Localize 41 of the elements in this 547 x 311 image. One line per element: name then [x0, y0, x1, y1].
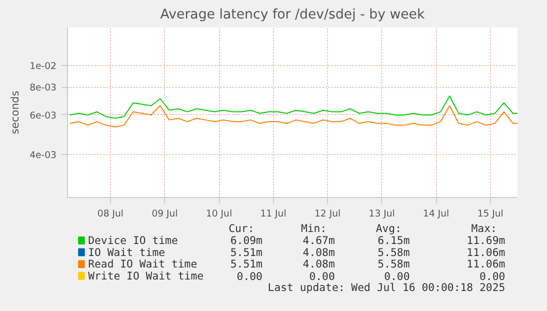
- text: 6.15m: [378, 234, 410, 247]
- text: 5.58m: [378, 246, 410, 259]
- y-axis-title: seconds: [8, 90, 22, 134]
- text: Cur:: [228, 222, 254, 235]
- text: 4.08m: [302, 246, 335, 259]
- x-tick-label: 11 Jul: [260, 208, 286, 220]
- y-tick-label: 6e-03: [30, 110, 57, 122]
- text: Avg:: [376, 222, 402, 235]
- text: 5.51m: [230, 246, 262, 259]
- text: 5.58m: [378, 258, 410, 271]
- text: 0.00: [309, 270, 335, 283]
- x-tick-label: 15 Jul: [477, 208, 504, 220]
- legend-label: IO Wait time: [88, 246, 166, 259]
- text: 0.00: [384, 270, 410, 283]
- x-tick-label: 10 Jul: [206, 208, 232, 220]
- text: 11.69m: [466, 234, 506, 247]
- text: 6.09m: [230, 234, 262, 247]
- text: Last update: Wed Jul 16 00:00:18 2025: [268, 281, 506, 294]
- text: 0.00: [236, 270, 262, 283]
- y-tick-label: 1e-02: [30, 60, 57, 72]
- chart-title: Average latency for /dev/sdej - by week: [160, 8, 426, 22]
- text: 4.67m: [302, 234, 335, 247]
- x-tick-label: 08 Jul: [97, 208, 124, 220]
- legend-label: Device IO time: [88, 234, 178, 247]
- y-tick-label: 4e-03: [30, 150, 57, 161]
- text: 0.00: [480, 270, 506, 283]
- line-series: [69, 105, 518, 128]
- text: 4.08m: [302, 258, 335, 271]
- x-tick-label: 09 Jul: [152, 208, 178, 220]
- x-tick-label: 13 Jul: [368, 208, 395, 220]
- legend-label: Read IO Wait time: [88, 258, 198, 271]
- text: 11.06m: [466, 258, 506, 271]
- legend-label: Write IO Wait time: [88, 269, 204, 282]
- text: Min:: [300, 222, 327, 235]
- line-series: [69, 95, 518, 119]
- text: Max:: [471, 222, 497, 235]
- x-tick-label: 14 Jul: [423, 208, 450, 220]
- y-tick-label: 8e-03: [30, 82, 57, 94]
- text: 5.51m: [230, 258, 262, 271]
- x-tick-label: 12 Jul: [314, 208, 341, 220]
- text: 11.06m: [466, 246, 506, 259]
